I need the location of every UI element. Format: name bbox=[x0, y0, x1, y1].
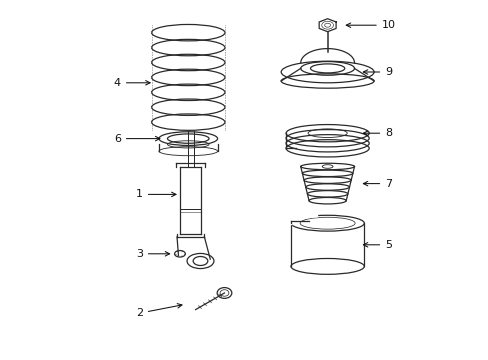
Text: 2: 2 bbox=[136, 303, 182, 318]
Text: 9: 9 bbox=[363, 67, 391, 77]
Text: 5: 5 bbox=[363, 240, 391, 250]
Text: 4: 4 bbox=[114, 78, 150, 88]
Text: 3: 3 bbox=[136, 249, 169, 259]
Text: 6: 6 bbox=[114, 134, 160, 144]
Text: 1: 1 bbox=[136, 189, 176, 199]
Text: 8: 8 bbox=[363, 128, 391, 138]
Text: 7: 7 bbox=[363, 179, 391, 189]
Text: 10: 10 bbox=[346, 20, 395, 30]
